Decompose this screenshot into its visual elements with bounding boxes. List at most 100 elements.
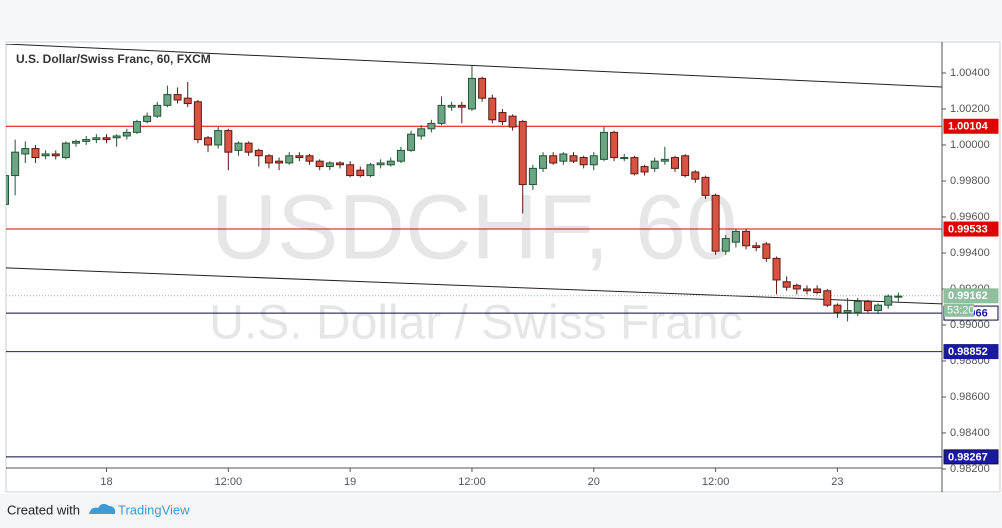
- candle-body: [874, 304, 883, 312]
- candle-body: [488, 97, 497, 121]
- candle-body: [112, 135, 121, 139]
- footer-created-with: Created with: [7, 502, 80, 517]
- y-tick-label: 0.99400: [950, 247, 990, 259]
- candle-body: [407, 133, 416, 151]
- candle-body: [528, 167, 537, 186]
- candle-body: [843, 310, 852, 313]
- watermark-symbol: USDCHF, 60: [211, 176, 738, 278]
- candle-body: [295, 155, 304, 159]
- footer-brand[interactable]: TradingView: [118, 502, 190, 517]
- trend-line: [6, 267, 942, 305]
- candle-body: [539, 155, 548, 169]
- candle-body: [92, 137, 101, 141]
- trend-line: [6, 44, 942, 88]
- countdown-box: [944, 303, 974, 317]
- candle-body: [833, 304, 842, 313]
- plot-area: [6, 44, 942, 458]
- candle-body: [457, 104, 466, 108]
- candle-body: [285, 155, 294, 164]
- candle-body: [599, 131, 608, 160]
- candle-body: [640, 166, 649, 173]
- candle-body: [122, 131, 131, 137]
- x-tick-label: 19: [344, 476, 356, 488]
- candle-body: [132, 121, 141, 133]
- last-price-box: [943, 288, 999, 304]
- axes: 1.00400 1.00200 1.00000 0.99800 0.99600 0.994…: [100, 67, 999, 488]
- candle-body: [701, 176, 710, 196]
- candle-body: [82, 139, 91, 142]
- y-tick-label: 1.00400: [950, 67, 990, 79]
- level-box: [943, 118, 999, 134]
- candle-body: [853, 301, 862, 313]
- candle-body: [884, 295, 893, 306]
- candle-body: [802, 288, 811, 292]
- candle-body: [610, 131, 619, 159]
- candle-body: [559, 153, 568, 162]
- candle-body: [224, 130, 233, 153]
- countdown-label: 53:20: [947, 305, 975, 317]
- candle-body: [21, 148, 30, 155]
- candle-body: [691, 171, 700, 180]
- level-box: [943, 344, 999, 360]
- candle-body: [11, 151, 20, 177]
- candle-body: [660, 158, 669, 162]
- candle-body: [51, 153, 60, 157]
- y-tick-label: 0.99000: [950, 319, 990, 331]
- candle-body: [427, 122, 436, 130]
- candle-body: [478, 77, 487, 99]
- candle-body: [579, 157, 588, 166]
- candle-body: [498, 112, 507, 123]
- candle-body: [173, 94, 182, 101]
- candle-body: [41, 153, 50, 157]
- chart-title: U.S. Dollar/Swiss Franc, 60, FXCM: [16, 52, 211, 66]
- candle-body: [792, 284, 801, 290]
- candle-body: [711, 194, 720, 252]
- candle-body: [31, 148, 40, 159]
- x-tick-label: 23: [831, 476, 843, 488]
- candle-body: [508, 115, 517, 128]
- candle-body: [214, 130, 223, 146]
- level-label: 0.99533: [948, 223, 988, 235]
- candle-body: [894, 295, 903, 298]
- candle-body: [315, 160, 324, 168]
- candle-body: [518, 121, 527, 186]
- watermark: USDCHF, 60 U.S. Dollar / Swiss Franc: [209, 176, 742, 349]
- x-tick-label: 12:00: [215, 476, 243, 488]
- level-label: 0.98852: [948, 346, 988, 358]
- candle-body: [244, 142, 253, 153]
- last-price-label: 0.99162: [948, 290, 988, 302]
- candle-body: [366, 164, 375, 177]
- candle-body: [650, 160, 659, 169]
- candle-body: [437, 104, 446, 124]
- candle-body: [6, 175, 9, 205]
- candle-body: [143, 115, 152, 123]
- candle-body: [620, 157, 629, 160]
- y-tick-label: 0.98400: [950, 427, 990, 439]
- y-tick-label: 0.98600: [950, 391, 990, 403]
- candle-body: [72, 140, 81, 144]
- candle-body: [335, 162, 344, 166]
- candle-body: [467, 77, 476, 110]
- candle-body: [264, 155, 273, 164]
- candle-body: [193, 101, 202, 141]
- x-tick-label: 20: [588, 476, 600, 488]
- candle-body: [234, 142, 243, 151]
- candle-body: [183, 97, 192, 105]
- candle-body: [396, 149, 405, 162]
- candle-body: [254, 149, 263, 157]
- candle-body: [813, 288, 822, 294]
- candle-body: [762, 243, 771, 259]
- candle-body: [671, 157, 680, 169]
- y-tick-label: 0.99600: [950, 211, 990, 223]
- candle-body: [346, 164, 355, 177]
- top-bar: [0, 0, 1002, 40]
- candle-body: [782, 281, 791, 288]
- candle-body: [630, 157, 639, 175]
- candle-body: [163, 94, 172, 106]
- candle-body: [731, 230, 740, 243]
- candle-body: [275, 160, 284, 164]
- x-tick-label: 12:00: [702, 476, 730, 488]
- y-tick-label: 0.98200: [950, 463, 990, 475]
